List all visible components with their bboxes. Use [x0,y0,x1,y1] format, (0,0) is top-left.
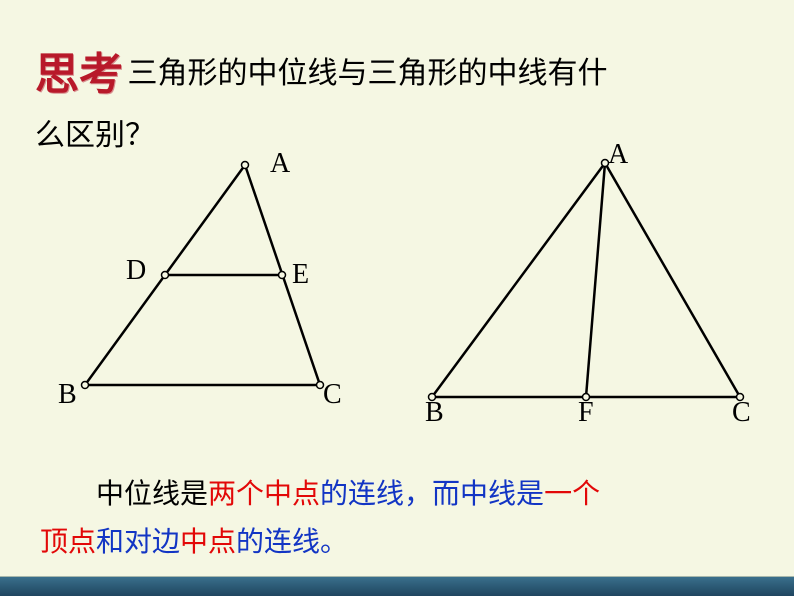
t8: 的连线。 [236,526,348,557]
conclusion-text: 中位线是两个中点的连线，而中线是一个顶点和对边中点的连线。 [40,470,754,565]
vertex-label-B: B [58,379,77,411]
t4: 一个 [544,478,600,509]
t1: 中位线是 [96,478,208,509]
t2: 两个中点 [208,478,320,509]
vertex-label-A: A [270,148,290,180]
t3: 的连线，而中线是 [320,478,544,509]
vertex-label-C: C [732,397,751,429]
diagrams: ABCDEABCF [0,145,794,445]
vertex-label-B: B [425,397,444,429]
vertex-label-A: A [608,139,628,171]
vertex-label-E: E [292,259,309,291]
t5: 顶点 [40,526,96,557]
triangles-svg [0,145,794,445]
title-area: 思考 三角形的中位线与三角形的中线有什 么区别？ [35,38,764,154]
t7: 中点 [180,526,236,557]
question-line1: 三角形的中位线与三角形的中线有什 [127,57,607,90]
vertex-label-C: C [323,379,342,411]
vertex-label-D: D [126,255,146,287]
t6: 和对边 [96,526,180,557]
vertex-label-F: F [578,397,594,429]
footer-bar [0,576,794,596]
indent [40,478,96,509]
sikao-heading: 思考 [35,38,123,102]
